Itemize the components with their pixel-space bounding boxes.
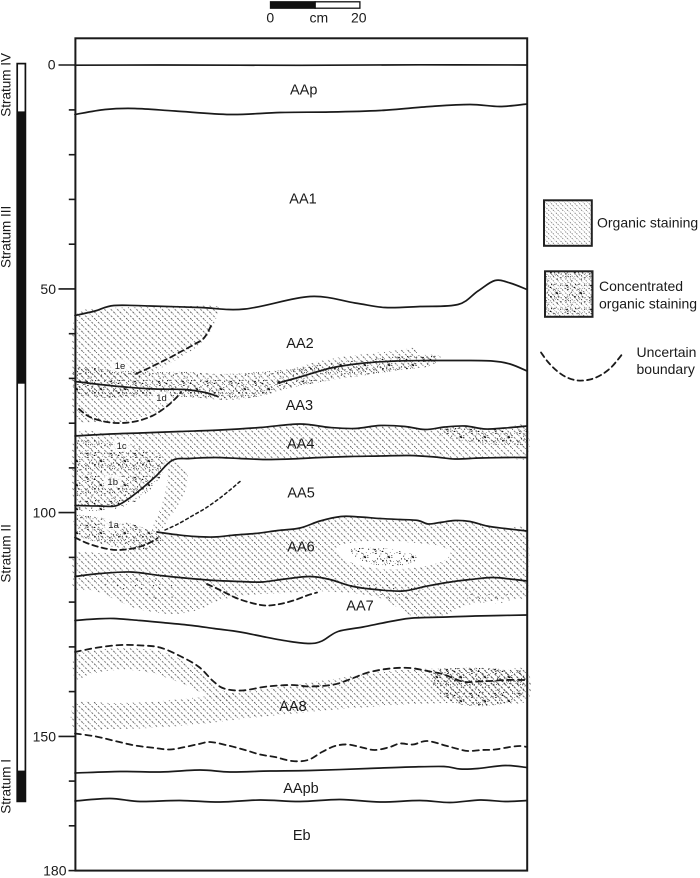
svg-text:150: 150 — [33, 728, 57, 744]
svg-text:AA4: AA4 — [287, 436, 314, 452]
svg-text:1d: 1d — [156, 393, 167, 404]
svg-text:Uncertain: Uncertain — [637, 344, 697, 360]
svg-text:cm: cm — [309, 10, 328, 26]
svg-text:Stratum II: Stratum II — [0, 524, 13, 583]
svg-text:AA7: AA7 — [346, 599, 373, 615]
svg-text:AA8: AA8 — [279, 699, 306, 715]
svg-text:AA1: AA1 — [289, 192, 316, 208]
svg-text:boundary: boundary — [637, 361, 695, 377]
svg-text:Stratum I: Stratum I — [0, 759, 13, 814]
svg-text:AA2: AA2 — [286, 336, 313, 352]
svg-text:180: 180 — [43, 863, 67, 878]
svg-text:Eb: Eb — [293, 828, 311, 844]
svg-text:AApb: AApb — [283, 781, 318, 797]
svg-text:AAp: AAp — [290, 83, 317, 99]
svg-text:1b: 1b — [107, 477, 118, 488]
svg-text:Stratum IV: Stratum IV — [0, 53, 13, 117]
svg-text:0: 0 — [48, 57, 56, 73]
svg-text:Concentrated: Concentrated — [599, 278, 683, 294]
svg-text:organic staining: organic staining — [599, 296, 697, 312]
svg-text:Organic staining: Organic staining — [597, 215, 698, 231]
svg-text:0: 0 — [266, 10, 274, 26]
svg-text:Stratum III: Stratum III — [0, 206, 13, 268]
svg-text:AA3: AA3 — [286, 398, 313, 414]
svg-text:20: 20 — [351, 10, 367, 26]
svg-text:AA5: AA5 — [287, 485, 314, 501]
svg-text:100: 100 — [33, 505, 57, 521]
svg-text:50: 50 — [40, 281, 56, 297]
svg-text:AA6: AA6 — [287, 539, 314, 555]
svg-text:1c: 1c — [117, 441, 127, 452]
svg-text:1e: 1e — [115, 361, 126, 372]
svg-text:1a: 1a — [108, 520, 119, 531]
